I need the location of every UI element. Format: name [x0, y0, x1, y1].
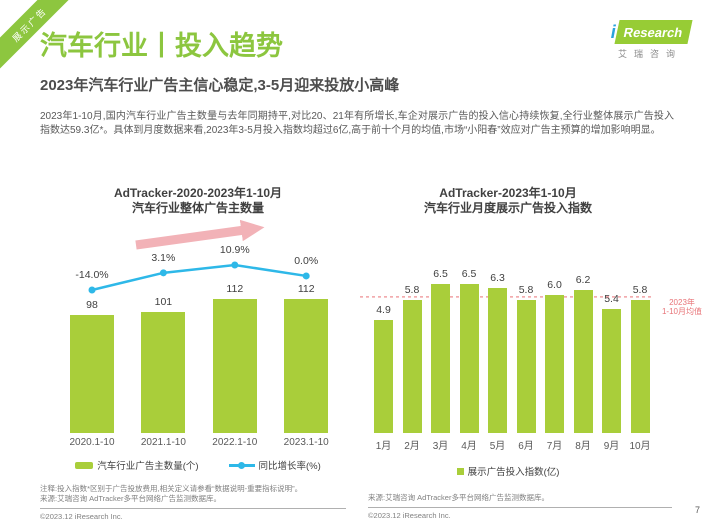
bar [573, 290, 593, 433]
bar [431, 283, 450, 433]
bar-swatch-icon [75, 461, 94, 469]
legend-item-line: 同比增长率(%) [228, 458, 321, 472]
legend-item-bar: 汽车行业广告主数量(个) [75, 458, 199, 472]
copyright-left: ©2023.12 iResearch Inc. [40, 512, 123, 521]
chart-left-title-line1: AdTracker-2020-2023年1-10月 [113, 186, 283, 200]
bar [212, 298, 257, 433]
source-left: 来源:艾瑞咨询 AdTracker多平台网络广告监测数据库。 [40, 494, 221, 503]
x-axis-label: 4月 [461, 441, 477, 452]
chart-left-legend: 汽车行业广告主数量(个) 同比增长率(%) [40, 458, 356, 472]
bar [602, 308, 621, 433]
line-swatch-icon [228, 461, 255, 469]
bar [516, 299, 536, 433]
legend-bar-label: 汽车行业广告主数量(个) [97, 461, 199, 472]
chart-right-title-line1: AdTracker-2023年1-10月 [439, 186, 577, 200]
growth-rate-label: -14.0% [75, 269, 109, 281]
iresearch-logo: i Research 艾瑞咨询 [604, 20, 696, 60]
chart-advertiser-count: AdTracker-2020-2023年1-10月 汽车行业整体广告主数量 98… [40, 186, 356, 486]
x-axis-label: 8月 [575, 441, 591, 452]
bar-value-label: 5.8 [518, 283, 534, 296]
growth-rate-label: 10.9% [219, 244, 250, 256]
bar-value-label: 4.9 [376, 304, 391, 317]
x-axis-label: 6月 [518, 441, 534, 452]
page-title: 汽车行业丨投入趋势 [40, 31, 283, 61]
chart-monthly-index: AdTracker-2023年1-10月 汽车行业月度展示广告投入指数 4.9 1… [358, 186, 710, 486]
x-axis-label: 2月 [404, 441, 420, 452]
mean-line-label: 2023年 1-10月均值 [654, 298, 710, 317]
legend-line-label: 同比增长率(%) [258, 461, 321, 472]
chart-left-title: AdTracker-2020-2023年1-10月 汽车行业整体广告主数量 [40, 186, 356, 216]
x-axis-label: 3月 [432, 441, 449, 452]
logo-wordmark-row: i Research [604, 20, 696, 44]
bar-value-label: 5.8 [404, 283, 420, 296]
x-axis-label: 1月 [375, 441, 392, 452]
logo-chinese-name: 艾瑞咨询 [617, 49, 682, 59]
x-axis-label: 2023.1-10 [283, 437, 329, 448]
chart-left-plot: 98 2020.1-10 -14.0% 101 2021.1-10 3.1% 112 2022… [40, 218, 356, 448]
bar [545, 295, 564, 433]
logo-wordmark: Research [614, 20, 692, 44]
bar [488, 288, 507, 433]
footer-divider-left [40, 508, 346, 509]
x-axis-label: 5月 [489, 441, 506, 452]
logo-i-mark: i [610, 22, 616, 42]
bar [402, 299, 422, 433]
bar [284, 298, 329, 433]
x-axis-label: 2021.1-10 [140, 437, 186, 448]
bar-value-label: 112 [297, 282, 315, 295]
bar [141, 311, 186, 433]
bar-value-label: 98 [86, 299, 98, 312]
bar-value-label: 6.0 [547, 279, 562, 291]
chart-right-title: AdTracker-2023年1-10月 汽车行业月度展示广告投入指数 [358, 186, 658, 216]
square-swatch-icon [456, 467, 464, 475]
x-axis-label: 2022.1-10 [212, 437, 258, 448]
growth-rate-label: 3.1% [151, 251, 176, 264]
chart-right-plot: 4.9 1月 5.8 2月 6.5 3月 6.5 4月 6.3 5月 5.8 6月 6.0 7月 6.2 8月… [358, 218, 710, 452]
bar-value-label: 112 [226, 282, 244, 295]
source-right: 来源:艾瑞咨询 AdTracker多平台网络广告监测数据库。 [368, 493, 549, 502]
footer-divider-right [368, 507, 672, 508]
x-axis-label: 9月 [603, 441, 620, 452]
legend-item-index: 展示广告投入指数(亿) [456, 464, 560, 478]
bar [70, 315, 114, 433]
chart-right-legend: 展示广告投入指数(亿) [358, 464, 658, 478]
footnote: 注释:投入指数*区别于广告投放费用,相关定义请参看“数据说明-重要指标说明”。 [40, 484, 303, 493]
x-axis-label: 2020.1-10 [69, 437, 115, 448]
trend-arrow [135, 219, 265, 250]
page-number: 7 [694, 505, 700, 515]
copyright-right: ©2023.12 iResearch Inc. [368, 511, 451, 520]
legend-index-label: 展示广告投入指数(亿) [467, 467, 560, 478]
mean-label-line1: 2023年 [669, 297, 695, 307]
bar [630, 299, 650, 433]
x-axis-label: 7月 [546, 441, 563, 452]
body-paragraph: 2023年1-10月,国内汽车行业广告主数量与去年同期持平,对比20、21年有所… [40, 111, 674, 136]
x-axis-label: 10月 [629, 441, 651, 452]
footer-right: 来源:艾瑞咨询 AdTracker多平台网络广告监测数据库。 ©2023.12 … [368, 493, 672, 520]
bar-value-label: 5.8 [632, 283, 648, 296]
growth-rate-label: 0.0% [294, 254, 319, 267]
bar-value-label: 101 [154, 295, 173, 308]
bar-value-label: 6.3 [490, 272, 505, 285]
footer-left: 注释:投入指数*区别于广告投放费用,相关定义请参看“数据说明-重要指标说明”。 … [40, 484, 346, 521]
bar-value-label: 6.2 [575, 274, 591, 287]
bar-value-label: 6.5 [461, 267, 477, 280]
page-subtitle: 2023年汽车行业广告主信心稳定,3-5月迎来投放小高峰 [40, 77, 400, 94]
bar [374, 320, 393, 433]
bar [459, 283, 479, 433]
chart-right-title-line2: 汽车行业月度展示广告投入指数 [423, 201, 592, 215]
chart-left-title-line2: 汽车行业整体广告主数量 [131, 201, 264, 215]
bar-value-label: 6.5 [433, 267, 448, 280]
bar-value-label: 5.4 [604, 292, 619, 305]
mean-label-line2: 1-10月均值 [661, 307, 702, 317]
